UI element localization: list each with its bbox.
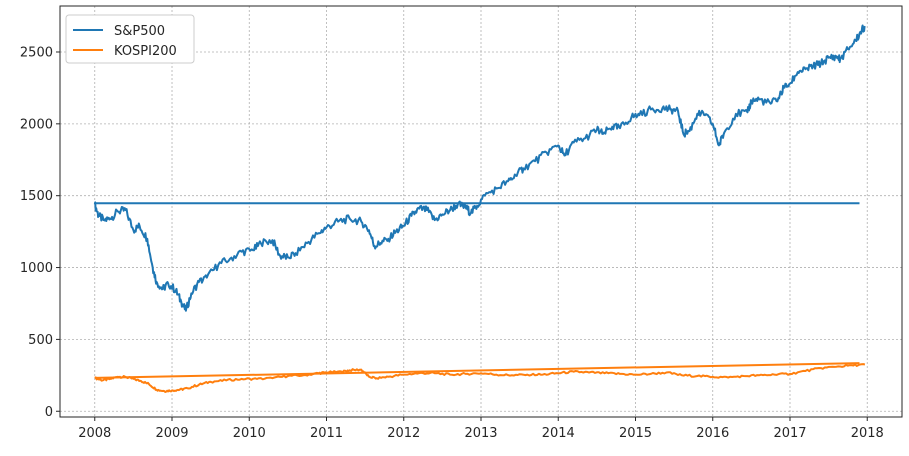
series-sp500-line — [93, 24, 866, 312]
x-axis: 2008 2009 2010 2011 2012 2013 2014 2015 2016 2017… — [78, 417, 884, 441]
y-tick-label: 2000 — [20, 117, 53, 132]
y-tick-label: 2500 — [20, 45, 53, 60]
x-tick-label: 2014 — [542, 426, 575, 441]
y-tick-label: 1500 — [20, 189, 53, 204]
x-tick-label: 2011 — [310, 426, 343, 441]
series-kospi200-line — [94, 363, 866, 393]
kospi200-trend-line — [94, 362, 860, 379]
x-tick-label: 2009 — [155, 426, 188, 441]
y-tick-label: 1000 — [20, 261, 53, 276]
x-tick-label: 2017 — [773, 426, 806, 441]
x-tick-label: 2010 — [233, 426, 266, 441]
x-tick-label: 2012 — [387, 426, 420, 441]
x-tick-label: 2008 — [78, 426, 111, 441]
x-tick-label: 2015 — [619, 426, 652, 441]
series-layer — [93, 24, 866, 393]
y-tick-label: 0 — [45, 405, 53, 420]
grid — [60, 6, 902, 417]
y-tick-label: 500 — [28, 333, 53, 348]
legend-label-sp500: S&P500 — [114, 24, 165, 39]
x-tick-label: 2016 — [696, 426, 729, 441]
legend-label-kospi200: KOSPI200 — [114, 44, 177, 59]
y-axis: 0 500 1000 1500 2000 2500 — [20, 45, 60, 420]
x-tick-label: 2013 — [464, 426, 497, 441]
x-tick-label: 2018 — [851, 426, 884, 441]
legend: S&P500 KOSPI200 — [65, 14, 195, 64]
